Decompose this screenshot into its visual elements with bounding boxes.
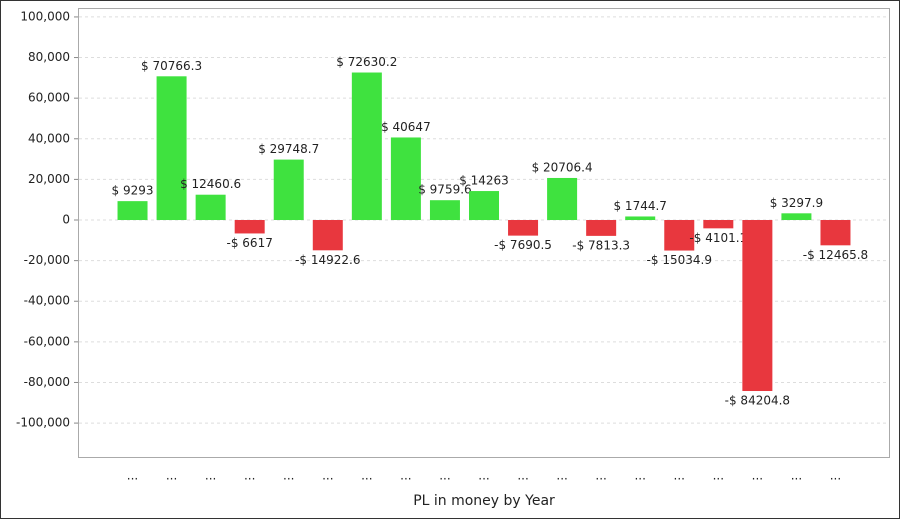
x-tick-label: ... xyxy=(752,469,763,483)
x-tick-label: ... xyxy=(166,469,177,483)
y-tick-label: 40,000 xyxy=(28,131,70,145)
value-label: -$ 84204.8 xyxy=(725,394,790,408)
value-label: $ 9759.6 xyxy=(418,183,471,197)
value-label: $ 72630.2 xyxy=(336,55,397,69)
value-label: $ 1744.7 xyxy=(613,199,666,213)
value-label: -$ 7690.5 xyxy=(494,238,552,252)
bar xyxy=(195,194,226,221)
y-tick-label: -60,000 xyxy=(24,334,70,348)
bar xyxy=(312,220,343,251)
bar xyxy=(351,72,382,221)
value-label: -$ 6617 xyxy=(227,236,273,250)
x-tick-label: ... xyxy=(634,469,645,483)
bar xyxy=(703,220,734,229)
x-tick-label: ... xyxy=(127,469,138,483)
y-tick-label: 60,000 xyxy=(28,91,70,105)
bar xyxy=(586,220,617,236)
x-tick-label: ... xyxy=(556,469,567,483)
y-tick-label: 20,000 xyxy=(28,172,70,186)
x-tick-label: ... xyxy=(595,469,606,483)
x-axis-label: PL in money by Year xyxy=(413,493,555,509)
x-tick-label: ... xyxy=(283,469,294,483)
value-label: $ 40647 xyxy=(381,120,431,134)
bar xyxy=(820,220,851,246)
x-tick-label: ... xyxy=(791,469,802,483)
x-tick-label: ... xyxy=(439,469,450,483)
x-tick-label: ... xyxy=(713,469,724,483)
bar xyxy=(117,201,148,221)
value-label: $ 29748.7 xyxy=(258,142,319,156)
bar xyxy=(429,200,460,221)
y-tick-label: -80,000 xyxy=(24,375,70,389)
value-label: $ 9293 xyxy=(112,184,154,198)
value-label: -$ 15034.9 xyxy=(647,253,712,267)
value-label: -$ 4101.1 xyxy=(689,231,747,245)
x-tick-label: ... xyxy=(830,469,841,483)
x-tick-label: ... xyxy=(244,469,255,483)
value-label: $ 14263 xyxy=(459,174,509,188)
bar xyxy=(781,213,812,221)
x-tick-label: ... xyxy=(205,469,216,483)
x-tick-label: ... xyxy=(361,469,372,483)
y-tick-label: -20,000 xyxy=(24,253,70,267)
x-tick-label: ... xyxy=(517,469,528,483)
bar xyxy=(664,220,695,251)
bar xyxy=(508,220,539,236)
bar xyxy=(742,220,773,392)
value-label: -$ 12465.8 xyxy=(803,248,868,262)
bar xyxy=(547,177,578,221)
value-label: $ 20706.4 xyxy=(532,160,593,174)
value-label: -$ 7813.3 xyxy=(572,238,630,252)
x-tick-label: ... xyxy=(674,469,685,483)
y-tick-label: 100,000 xyxy=(20,9,70,23)
y-tick-label: 80,000 xyxy=(28,50,70,64)
bar xyxy=(234,220,265,234)
value-label: $ 70766.3 xyxy=(141,59,202,73)
y-tick-label: -40,000 xyxy=(24,294,70,308)
x-tick-label: ... xyxy=(322,469,333,483)
bar xyxy=(390,137,421,221)
value-label: $ 3297.9 xyxy=(770,196,823,210)
x-tick-label: ... xyxy=(400,469,411,483)
value-label: $ 12460.6 xyxy=(180,177,241,191)
bar xyxy=(625,216,656,221)
value-label: -$ 14922.6 xyxy=(295,253,360,267)
bar xyxy=(156,76,187,221)
bar xyxy=(469,191,499,221)
y-tick-label: 0 xyxy=(62,213,70,227)
y-tick-label: -100,000 xyxy=(16,416,70,430)
x-tick-label: ... xyxy=(478,469,489,483)
bar xyxy=(273,159,304,221)
